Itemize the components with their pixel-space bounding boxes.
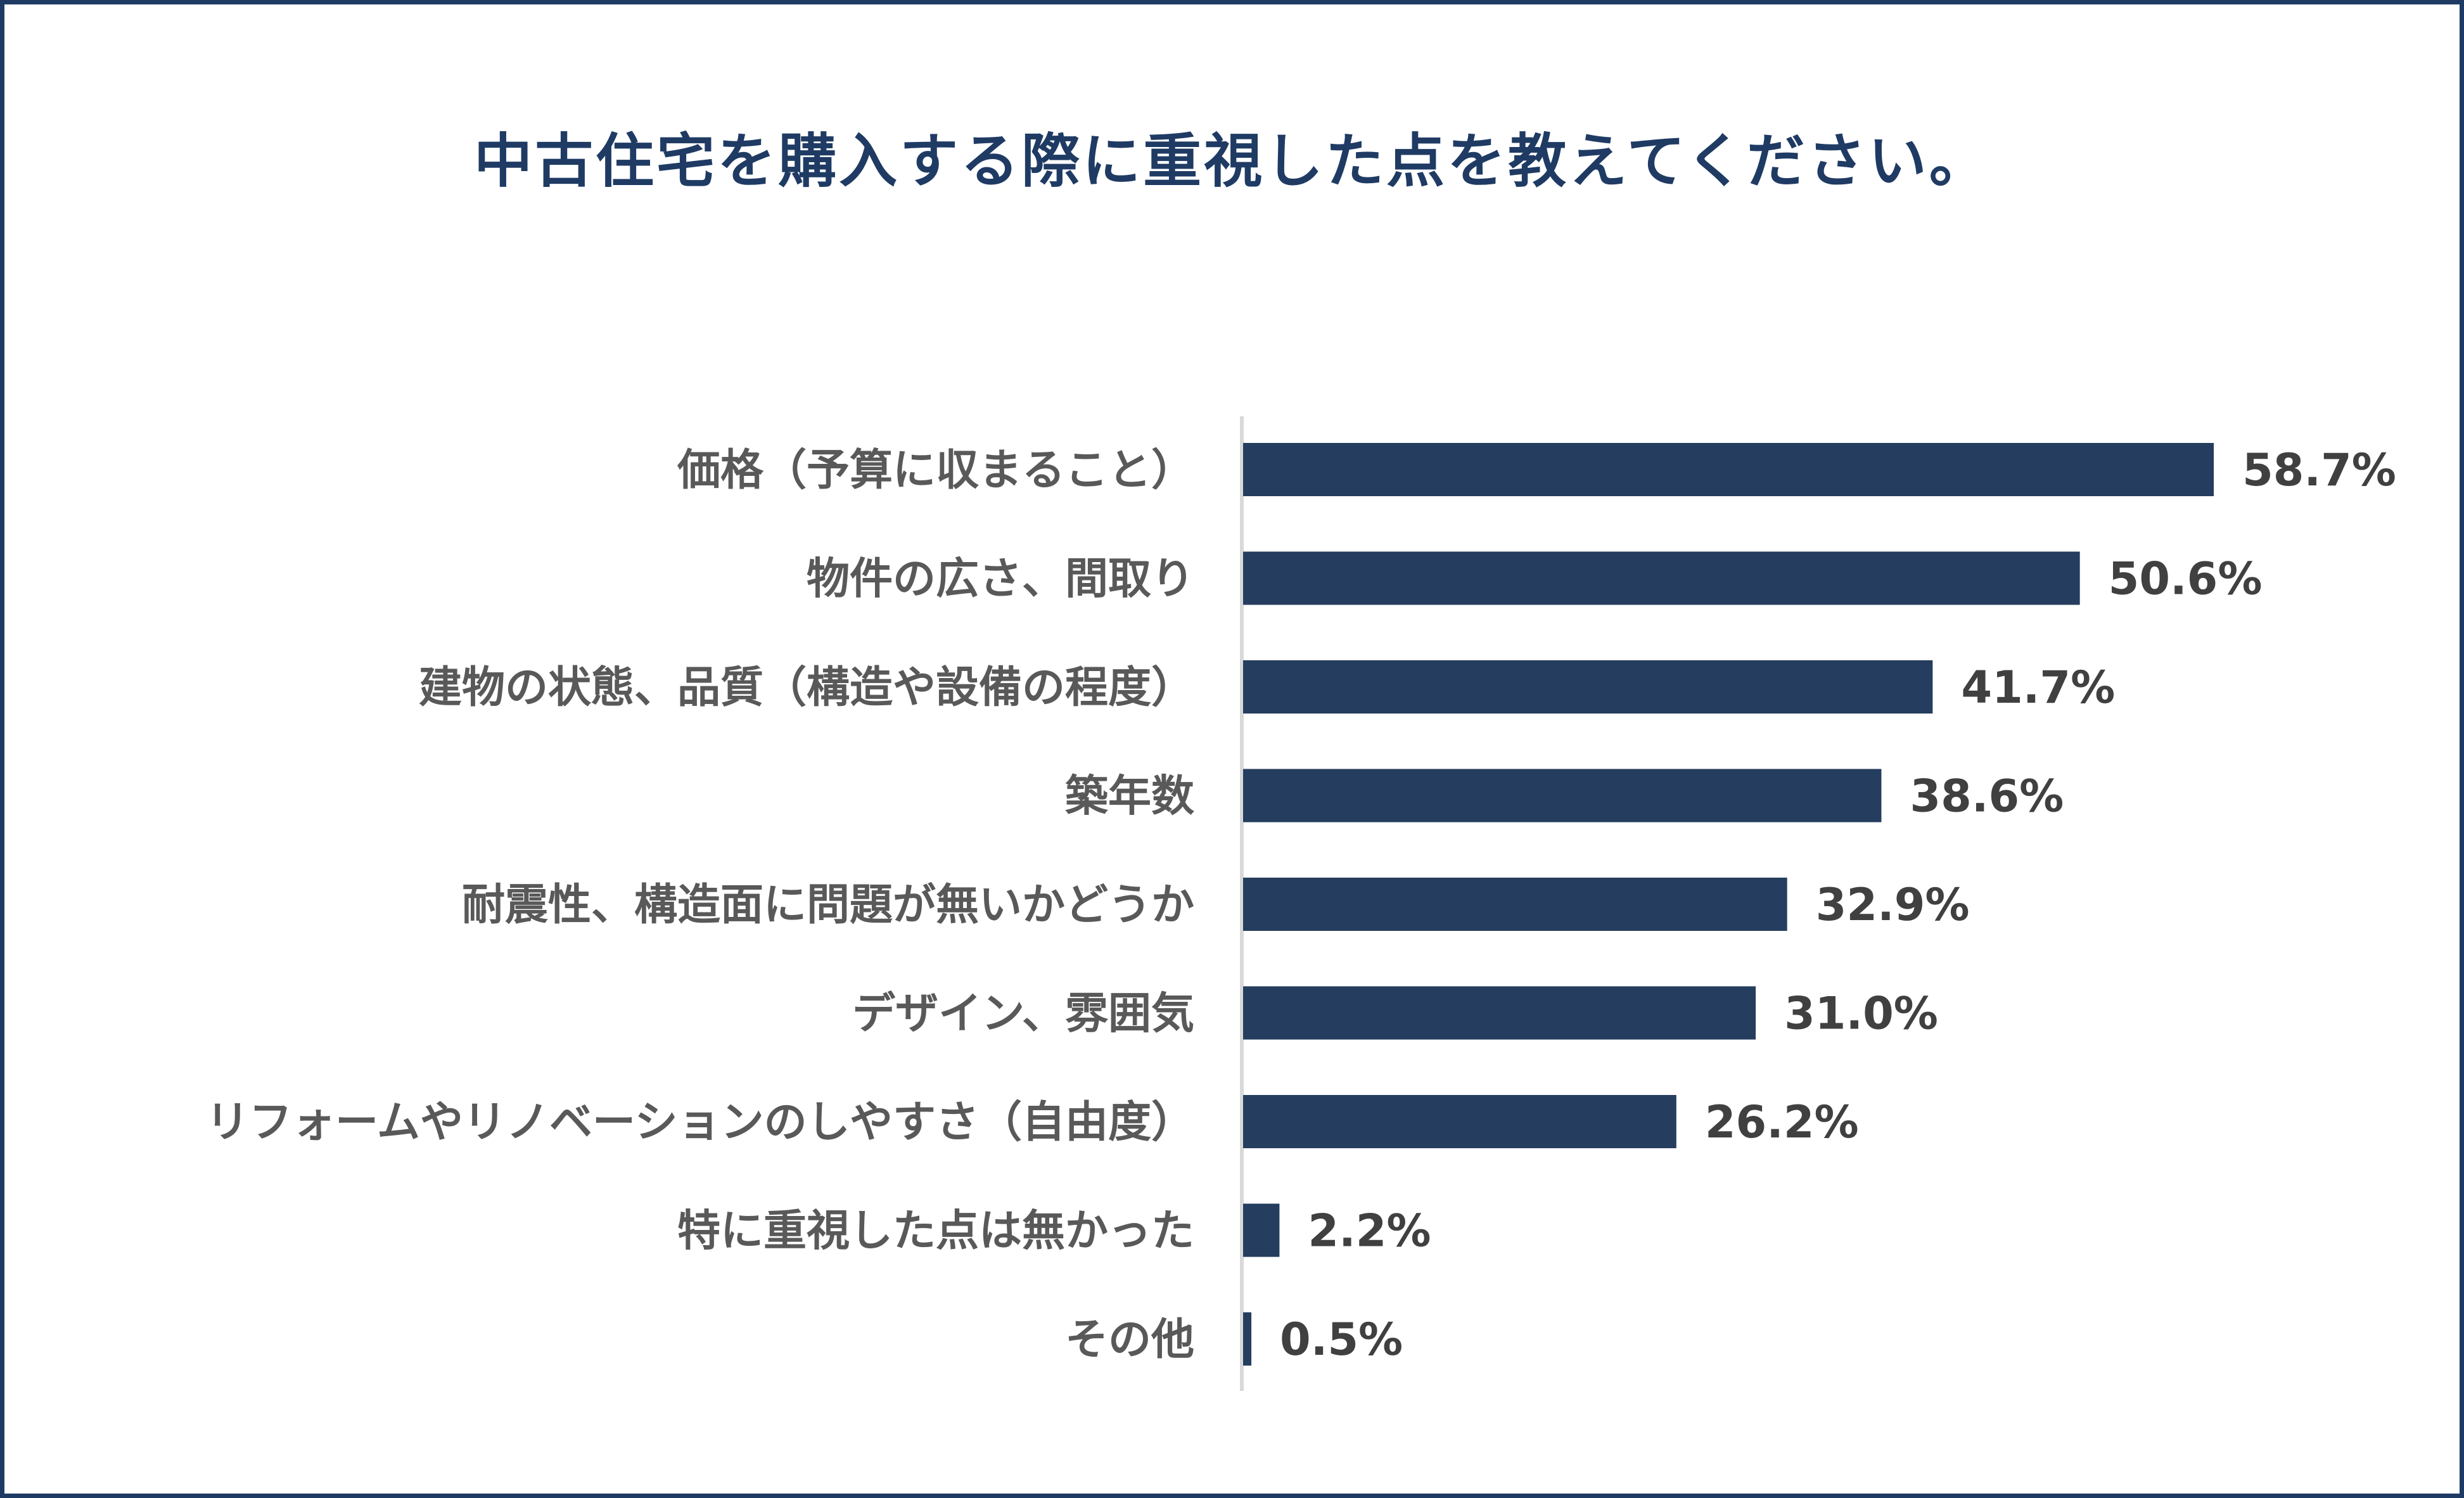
bar: [1243, 986, 1756, 1040]
category-label: デザイン、雰囲気: [852, 989, 1194, 1039]
category-label: リフォームやリノベーションのしやすさ（自由度）: [206, 1098, 1194, 1148]
bar: [1243, 1095, 1676, 1148]
category-label: 物件の広さ、間取り: [807, 554, 1194, 605]
bar: [1243, 1312, 1252, 1366]
category-label: 耐震性、構造面に問題が無いかどうか: [462, 880, 1194, 930]
category-label: 価格（予算に収まること）: [677, 445, 1194, 496]
data-label: 41.7%: [1961, 662, 2115, 714]
chart-title: 中古住宅を購入する際に重視した点を教えてください。: [474, 127, 1990, 195]
bar: [1243, 769, 1882, 823]
data-label: 26.2%: [1705, 1096, 1859, 1148]
data-label: 50.6%: [2109, 553, 2263, 605]
bar: [1243, 551, 2080, 605]
category-label: 築年数: [1065, 772, 1194, 822]
bar: [1243, 878, 1787, 931]
data-label: 58.7%: [2242, 444, 2396, 496]
data-label: 38.6%: [1910, 771, 2064, 823]
data-label: 2.2%: [1308, 1205, 1431, 1257]
data-label: 0.5%: [1280, 1314, 1403, 1366]
bar: [1243, 443, 2214, 496]
category-label: 建物の状態、品質（構造や設備の程度）: [419, 663, 1194, 713]
category-label: 特に重視した点は無かった: [677, 1207, 1194, 1257]
bar: [1243, 1203, 1280, 1257]
bar: [1243, 660, 1933, 714]
data-label: 31.0%: [1784, 988, 1938, 1040]
data-label: 32.9%: [1816, 879, 1970, 931]
category-label: その他: [1065, 1315, 1194, 1365]
